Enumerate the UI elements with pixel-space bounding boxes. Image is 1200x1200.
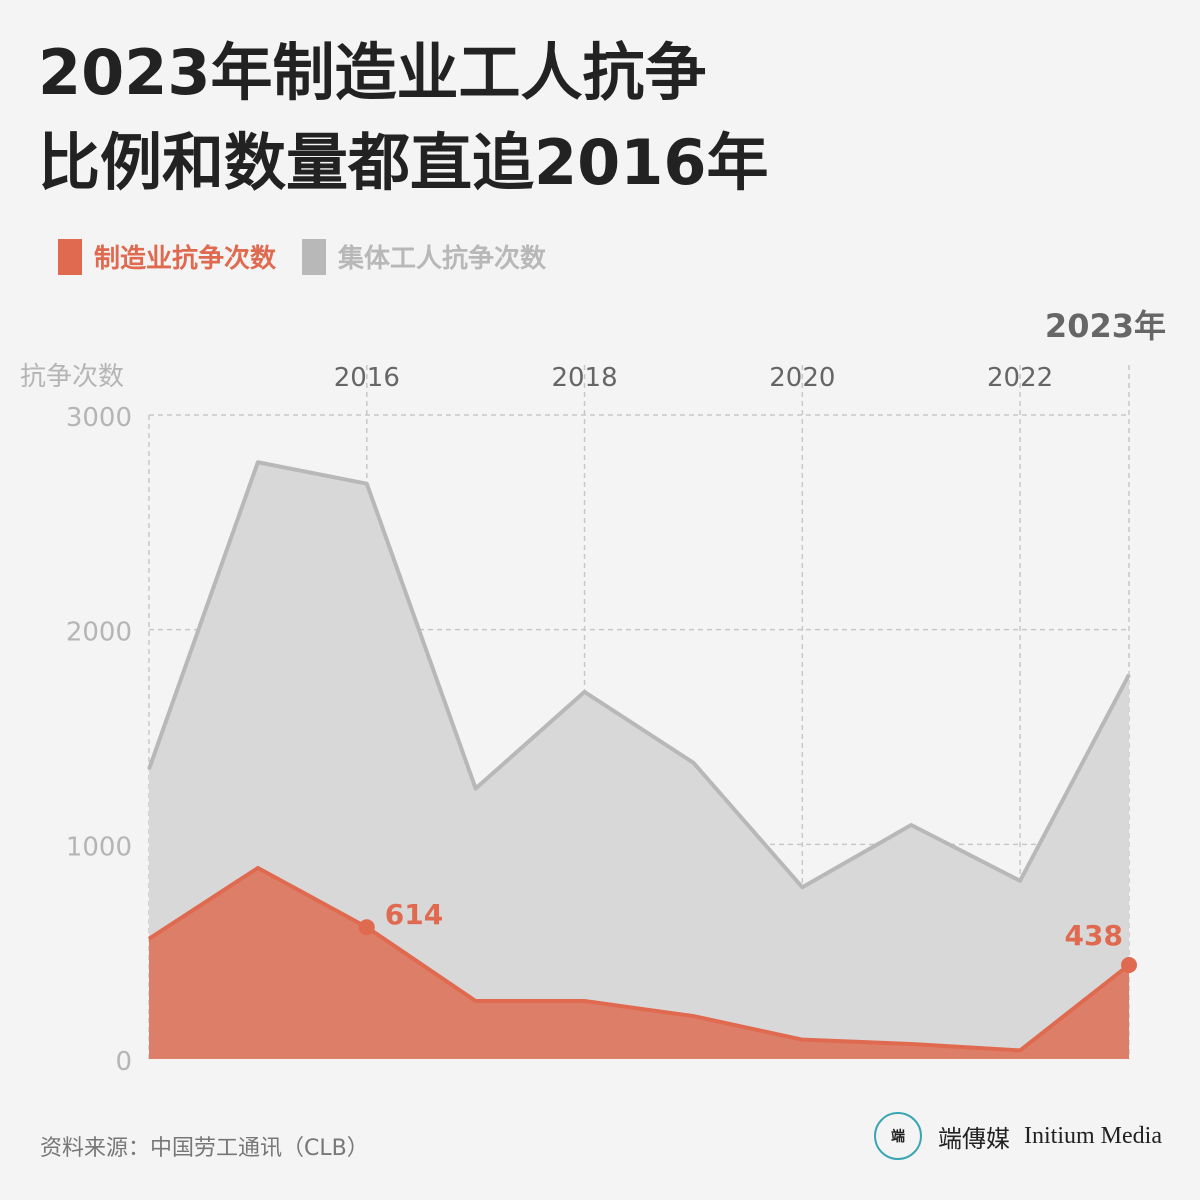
x-tick-label-2022: 2022 — [987, 363, 1053, 393]
legend-label-collective: 集体工人抗争次数 — [338, 244, 547, 274]
series-line-1 — [147, 865, 1131, 1053]
legend-item-collective: 集体工人抗争次数 — [302, 238, 546, 275]
series-line-0 — [147, 460, 1131, 890]
y-tick-label-0: 0 — [115, 1047, 132, 1077]
x-tick-label-2016: 2016 — [334, 363, 400, 393]
x-tick-label-2018: 2018 — [551, 363, 617, 393]
annotation-label-2023: 438 — [1065, 919, 1123, 952]
y-tick-label-1000: 1000 — [66, 832, 132, 862]
chart-title: 2023年制造业工人抗争 比例和数量都直追2016年 — [38, 28, 769, 208]
legend-swatch-manufacturing — [58, 238, 82, 275]
logo-name-cn: 端傳媒 — [938, 1124, 1010, 1153]
logo-mark-text: 端 — [891, 1129, 905, 1145]
y-tick-label-3000: 3000 — [66, 403, 132, 433]
source-note: 资料来源：中国劳工通讯（CLB） — [40, 1136, 369, 1161]
annotation-point-2023 — [1121, 956, 1137, 973]
legend-label-manufacturing: 制造业抗争次数 — [94, 244, 277, 274]
series-area-1 — [149, 867, 1129, 1059]
legend-swatch-collective — [302, 238, 327, 275]
y-axis-label: 抗争次数 — [20, 362, 124, 392]
legend: 制造业抗争次数 集体工人抗争次数 — [58, 238, 572, 275]
annotation-label-2016: 614 — [385, 898, 443, 931]
x-tick-label-2020: 2020 — [769, 363, 835, 393]
logo-mark-icon: 端 — [874, 1112, 922, 1160]
chart-title-line-2: 比例和数量都直追2016年 — [38, 126, 769, 199]
chart-title-line-1: 2023年制造业工人抗争 — [38, 36, 707, 109]
series-area-0 — [149, 462, 1129, 1059]
legend-item-manufacturing: 制造业抗争次数 — [58, 238, 276, 275]
logo-name-en: Initium Media — [1024, 1122, 1162, 1149]
y-tick-label-2000: 2000 — [66, 618, 132, 648]
x-tick-label-2023: 2023年 — [1045, 307, 1166, 345]
annotation-point-2016 — [358, 919, 375, 936]
publisher-logo: 端 端傳媒 Initium Media — [874, 1112, 1162, 1160]
